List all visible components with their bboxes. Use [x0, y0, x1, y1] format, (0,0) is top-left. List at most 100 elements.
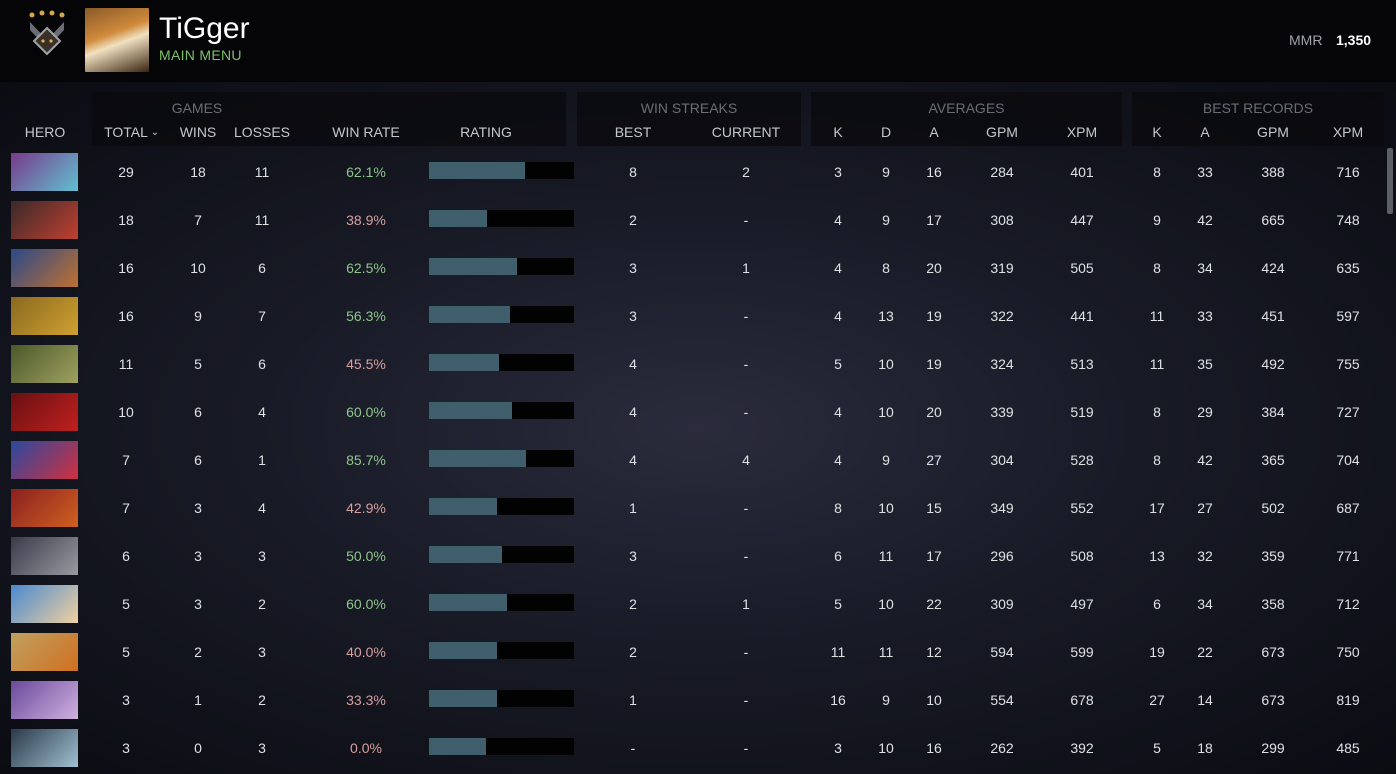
cell-xpm: 497	[1070, 596, 1094, 612]
averages-title: AVERAGES	[928, 100, 1005, 116]
column-header-wins[interactable]: WINS	[179, 124, 217, 140]
cell-xpm: 519	[1070, 404, 1094, 420]
cell-bxpm: 716	[1336, 164, 1360, 180]
cell-ba: 14	[1197, 692, 1213, 708]
cell-best: 4	[629, 452, 637, 468]
cell-winrate: 42.9%	[346, 500, 386, 516]
column-header-ba[interactable]: A	[1200, 124, 1210, 140]
table-row[interactable]: 7 3 4 42.9% 1 - 8 10 15 349 552 17 27 502 687	[0, 485, 1384, 533]
cell-d: 11	[878, 644, 894, 660]
table-row[interactable]: 18 7 11 38.9% 2 - 4 9 17 308 447 9 42 665 748	[0, 197, 1384, 245]
table-row[interactable]: 16 9 7 56.3% 3 - 4 13 19 322 441 11 33 451 597	[0, 293, 1384, 341]
table-row[interactable]: 3 0 3 0.0% - - 3 10 16 262 392 5 18 299 485	[0, 725, 1384, 773]
scrollbar[interactable]	[1387, 148, 1393, 214]
hero-portrait[interactable]	[11, 201, 78, 239]
rating-bar	[429, 258, 574, 275]
hero-portrait[interactable]	[11, 249, 78, 287]
cell-bk: 9	[1153, 212, 1161, 228]
cell-ba: 42	[1197, 212, 1213, 228]
column-header-xpm[interactable]: XPM	[1066, 124, 1098, 140]
cell-d: 11	[878, 548, 894, 564]
hero-portrait[interactable]	[11, 633, 78, 671]
cell-losses: 2	[258, 692, 266, 708]
table-row[interactable]: 5 2 3 40.0% 2 - 11 11 12 594 599 19 22 673 750	[0, 629, 1384, 677]
cell-losses: 2	[258, 596, 266, 612]
cell-k: 5	[834, 356, 842, 372]
cell-winrate: 60.0%	[346, 596, 386, 612]
cell-current: 4	[742, 452, 750, 468]
cell-bk: 8	[1153, 452, 1161, 468]
avatar[interactable]	[85, 8, 149, 72]
cell-bk: 8	[1153, 260, 1161, 276]
hero-portrait[interactable]	[11, 489, 78, 527]
cell-xpm: 528	[1070, 452, 1094, 468]
column-header-bk[interactable]: K	[1152, 124, 1162, 140]
column-header-rating[interactable]: RATING	[460, 124, 512, 140]
cell-k: 8	[834, 500, 842, 516]
column-header-bxpm[interactable]: XPM	[1332, 124, 1364, 140]
column-header-d[interactable]: D	[880, 124, 892, 140]
cell-a: 10	[926, 692, 942, 708]
cell-bxpm: 635	[1336, 260, 1360, 276]
hero-portrait[interactable]	[11, 297, 78, 335]
table-row[interactable]: 16 10 6 62.5% 3 1 4 8 20 319 505 8 34 424 635	[0, 245, 1384, 293]
column-header-current[interactable]: CURRENT	[711, 124, 781, 140]
hero-portrait[interactable]	[11, 585, 78, 623]
cell-total: 16	[118, 308, 134, 324]
cell-bgpm: 673	[1261, 692, 1285, 708]
column-header-best[interactable]: BEST	[614, 124, 652, 140]
rating-bar-fill	[429, 642, 498, 659]
rating-bar	[429, 162, 574, 179]
cell-wins: 9	[194, 308, 202, 324]
cell-bgpm: 388	[1261, 164, 1285, 180]
cell-wins: 1	[194, 692, 202, 708]
column-header-gpm[interactable]: GPM	[986, 124, 1018, 140]
main-menu-link[interactable]: MAIN MENU	[159, 47, 242, 63]
hero-portrait[interactable]	[11, 681, 78, 719]
table-row[interactable]: 7 6 1 85.7% 4 4 4 9 27 304 528 8 42 365 704	[0, 437, 1384, 485]
cell-current: -	[743, 500, 749, 516]
cell-d: 10	[878, 740, 894, 756]
table-row[interactable]: 10 6 4 60.0% 4 - 4 10 20 339 519 8 29 384 727	[0, 389, 1384, 437]
column-header-hero[interactable]: HERO	[24, 124, 66, 140]
hero-portrait[interactable]	[11, 729, 78, 767]
mmr-label: MMR	[1289, 32, 1323, 48]
cell-losses: 7	[258, 308, 266, 324]
cell-a: 17	[926, 212, 942, 228]
cell-bk: 17	[1149, 500, 1165, 516]
cell-bk: 8	[1153, 164, 1161, 180]
cell-best: -	[630, 740, 636, 756]
rating-bar-fill	[429, 498, 498, 515]
cell-best: 1	[629, 500, 637, 516]
cell-wins: 6	[194, 404, 202, 420]
cell-total: 3	[122, 692, 130, 708]
table-row[interactable]: 29 18 11 62.1% 8 2 3 9 16 284 401 8 33 388 716	[0, 149, 1384, 197]
column-header-winrate[interactable]: WIN RATE	[332, 124, 400, 140]
column-header-k[interactable]: K	[833, 124, 843, 140]
table-row[interactable]: 6 3 3 50.0% 3 - 6 11 17 296 508 13 32 359 771	[0, 533, 1384, 581]
cell-current: -	[743, 692, 749, 708]
hero-portrait[interactable]	[11, 153, 78, 191]
rating-bar	[429, 450, 574, 467]
column-header-a[interactable]: A	[929, 124, 939, 140]
column-header-bgpm[interactable]: GPM	[1257, 124, 1289, 140]
cell-ba: 34	[1197, 596, 1213, 612]
column-header-losses[interactable]: LOSSES	[233, 124, 291, 140]
hero-portrait[interactable]	[11, 393, 78, 431]
table-row[interactable]: 11 5 6 45.5% 4 - 5 10 19 324 513 11 35 492 755	[0, 341, 1384, 389]
cell-bgpm: 359	[1261, 548, 1285, 564]
rating-bar	[429, 498, 574, 515]
table-row[interactable]: 3 1 2 33.3% 1 - 16 9 10 554 678 27 14 673 819	[0, 677, 1384, 725]
table-row[interactable]: 5 3 2 60.0% 2 1 5 10 22 309 497 6 34 358 712	[0, 581, 1384, 629]
hero-portrait[interactable]	[11, 537, 78, 575]
cell-bxpm: 771	[1336, 548, 1360, 564]
rating-bar	[429, 690, 574, 707]
cell-current: -	[743, 644, 749, 660]
cell-best: 2	[629, 212, 637, 228]
cell-d: 10	[878, 596, 894, 612]
cell-xpm: 505	[1070, 260, 1094, 276]
hero-portrait[interactable]	[11, 345, 78, 383]
hero-portrait[interactable]	[11, 441, 78, 479]
column-header-total[interactable]: TOTAL	[104, 124, 148, 140]
sort-chevron-down-icon[interactable]: ⌄	[150, 127, 160, 138]
